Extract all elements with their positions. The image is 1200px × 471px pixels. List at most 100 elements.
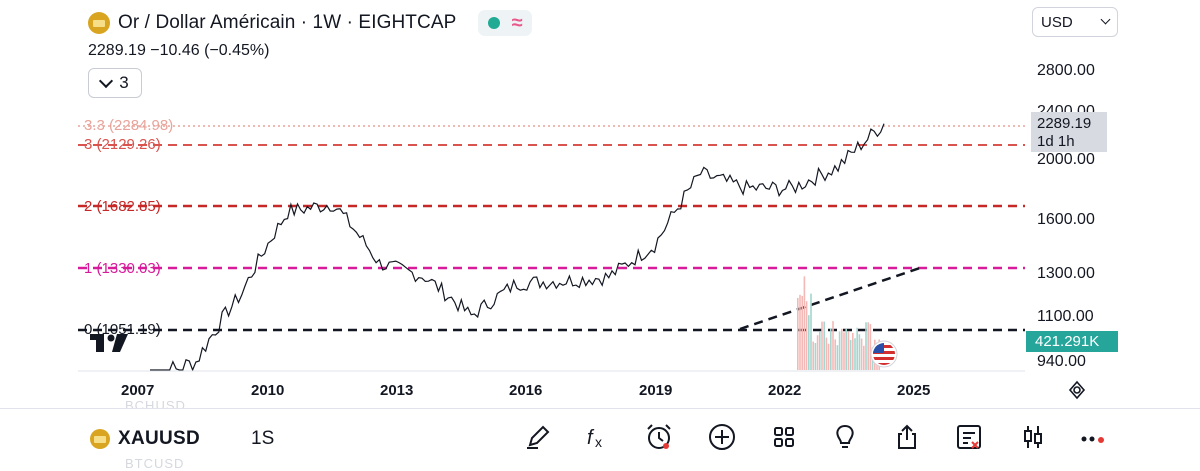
time-axis-label: 2019 bbox=[639, 382, 673, 399]
volume-bar bbox=[843, 332, 845, 370]
svg-text:f: f bbox=[587, 427, 595, 449]
volume-bar bbox=[847, 331, 850, 370]
symbol-title[interactable]: Or / Dollar Américain · 1W · EIGHTCAP bbox=[118, 12, 457, 33]
currency-select[interactable]: USD bbox=[1032, 7, 1118, 37]
market-open-icon bbox=[488, 17, 501, 29]
grid-icon bbox=[774, 427, 794, 447]
plus-circle-icon bbox=[709, 424, 735, 450]
volume-bar bbox=[856, 327, 858, 370]
ohlc-price-line: 2289.19 −10.46 (−0.45%) bbox=[88, 42, 270, 59]
tradingview-logo bbox=[90, 334, 128, 352]
volume-bar bbox=[836, 345, 839, 370]
timeframe-button[interactable]: 1S bbox=[251, 428, 275, 449]
volume-bar bbox=[852, 333, 854, 370]
symbol-header[interactable]: Or / Dollar Américain · 1W · EIGHTCAP ≈ bbox=[88, 10, 533, 36]
volume-bar bbox=[865, 322, 867, 370]
more-dots-icon bbox=[1081, 436, 1104, 443]
trend-line bbox=[739, 266, 921, 331]
bar-countdown: 1d 1h bbox=[1037, 133, 1075, 150]
price-axis-label: 2800.00 bbox=[1037, 62, 1095, 79]
svg-text:x: x bbox=[595, 434, 602, 450]
checklist-icon bbox=[957, 425, 981, 449]
volume-value-tag: 421.291K bbox=[1026, 331, 1118, 352]
volume-bar bbox=[832, 321, 834, 370]
volume-bar bbox=[827, 343, 830, 370]
share-button[interactable] bbox=[891, 421, 923, 453]
price-axis-label: 940.00 bbox=[1037, 353, 1086, 370]
volume-bar bbox=[849, 339, 852, 370]
volume-bar bbox=[810, 293, 812, 370]
time-axis-label: 2025 bbox=[897, 382, 931, 399]
fib-label: 1 (1330.03) bbox=[84, 260, 161, 277]
price-axis-label: 1300.00 bbox=[1037, 265, 1095, 282]
last-price-tag: 2289.19 1d 1h bbox=[1031, 112, 1107, 152]
time-axis-label: 2013 bbox=[380, 382, 414, 399]
draw-button[interactable] bbox=[522, 421, 554, 453]
symbol-search-button[interactable]: XAUUSD bbox=[90, 428, 200, 450]
price-axis-label: 1600.00 bbox=[1037, 211, 1095, 228]
ticker-label: XAUUSD bbox=[118, 428, 201, 449]
volume-bar bbox=[838, 331, 841, 370]
more-button[interactable] bbox=[1077, 421, 1109, 453]
fib-label: 2 (1682.85) bbox=[84, 198, 161, 215]
volume-bar bbox=[863, 345, 865, 370]
volume-bar bbox=[858, 334, 861, 370]
time-axis-label: 2007 bbox=[121, 382, 155, 399]
price-axis-label: 2000.00 bbox=[1037, 151, 1095, 168]
indicators-count: 3 bbox=[119, 73, 129, 92]
us-flag-event-icon bbox=[870, 340, 898, 368]
gold-bars-icon bbox=[90, 429, 110, 449]
volume-bar bbox=[819, 331, 821, 370]
alarm-clock-icon bbox=[647, 424, 671, 449]
lightbulb-icon bbox=[836, 424, 854, 448]
ideas-button[interactable] bbox=[829, 421, 861, 453]
volume-bar bbox=[830, 328, 832, 370]
volume-bar bbox=[854, 338, 856, 370]
volume-bar bbox=[869, 324, 872, 370]
delayed-data-icon: ≈ bbox=[511, 12, 523, 34]
volume-bar bbox=[821, 321, 823, 370]
fib-label: 3 (2129.26) bbox=[84, 136, 161, 153]
faded-watchlist-item: BTCUSD bbox=[125, 456, 185, 471]
volume-bar bbox=[803, 276, 806, 370]
volume-bar bbox=[808, 315, 810, 370]
time-axis-label: 2010 bbox=[251, 382, 285, 399]
volume-bar bbox=[825, 337, 828, 370]
volume-bar bbox=[797, 297, 799, 370]
volume-bar bbox=[805, 301, 808, 370]
volume-bar bbox=[823, 321, 825, 370]
fib-label: 3.3 (2284.98) bbox=[84, 117, 174, 134]
time-axis-label: 2016 bbox=[509, 382, 543, 399]
last-price-value: 2289.19 bbox=[1037, 115, 1092, 132]
volume-bars bbox=[797, 276, 880, 370]
volume-bar bbox=[799, 294, 801, 370]
time-axis-label: 2022 bbox=[768, 382, 802, 399]
share-icon bbox=[898, 424, 916, 449]
candles-icon bbox=[1024, 426, 1042, 448]
volume-bar bbox=[816, 335, 819, 370]
volume-bar bbox=[860, 338, 863, 370]
fib-label: 0 (1051.19) bbox=[84, 321, 161, 338]
currency-value: USD bbox=[1041, 13, 1073, 31]
function-icon: f x bbox=[587, 427, 602, 450]
layouts-button[interactable] bbox=[768, 421, 800, 453]
volume-bar bbox=[845, 328, 847, 370]
add-button[interactable] bbox=[706, 421, 738, 453]
chart-type-button[interactable] bbox=[1017, 421, 1049, 453]
price-axis-label: 1100.00 bbox=[1037, 308, 1094, 325]
indicators-toggle-button[interactable]: 3 bbox=[88, 68, 142, 98]
bottom-toolbar: XAUUSD 1S f x bbox=[0, 408, 1200, 469]
chart-settings-icon[interactable] bbox=[1067, 380, 1087, 400]
alert-button[interactable] bbox=[643, 421, 675, 453]
gold-bars-icon bbox=[88, 12, 110, 34]
indicators-button[interactable]: f x bbox=[581, 421, 613, 453]
volume-bar bbox=[801, 295, 803, 370]
volume-bar bbox=[812, 341, 814, 370]
order-panel-button[interactable] bbox=[953, 421, 985, 453]
volume-bar bbox=[834, 339, 836, 370]
volume-bar bbox=[841, 328, 843, 370]
volume-bar bbox=[867, 322, 869, 370]
market-status-pill[interactable]: ≈ bbox=[478, 10, 533, 36]
price-series bbox=[150, 123, 885, 372]
